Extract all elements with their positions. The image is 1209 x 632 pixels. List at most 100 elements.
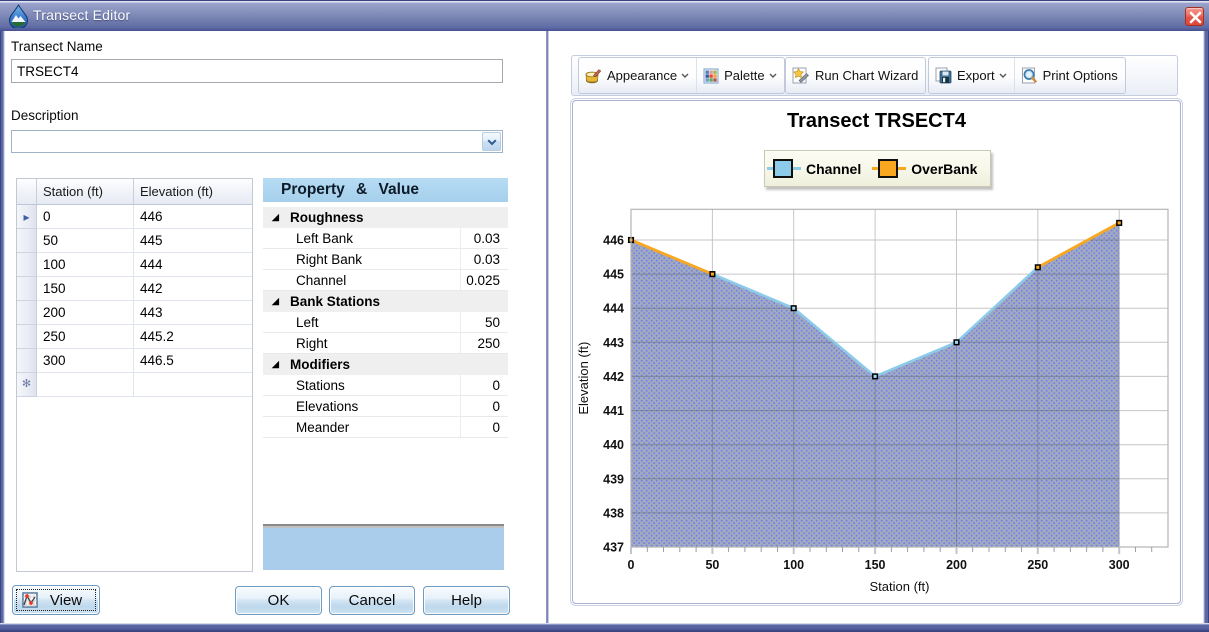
print-options-button[interactable]: Print Options [1013, 58, 1125, 93]
station-cell[interactable] [37, 373, 134, 397]
station-cell[interactable]: 0 [37, 205, 134, 229]
property-value[interactable]: 0 [460, 417, 508, 437]
description-combobox[interactable] [11, 130, 503, 153]
cancel-button-label: Cancel [348, 592, 396, 609]
row-selector[interactable]: ▸ [17, 205, 37, 229]
run-chart-wizard-button-label: Run Chart Wizard [815, 68, 919, 83]
y-axis-title: Elevation (ft) [576, 342, 591, 415]
elevation-cell[interactable]: 443 [134, 301, 252, 325]
row-selector[interactable] [17, 253, 37, 277]
property-name: Meander [296, 419, 350, 435]
station-cell[interactable]: 300 [37, 349, 134, 373]
property-value[interactable]: 0.03 [460, 228, 508, 248]
data-point-marker [1116, 219, 1123, 226]
title-bar: Transect Editor [0, 0, 1209, 31]
property-name: Stations [296, 377, 345, 393]
row-selector[interactable] [17, 229, 37, 253]
ok-button[interactable]: OK [235, 586, 322, 615]
y-tick-label: 446 [603, 234, 624, 248]
property-value[interactable]: 0 [460, 396, 508, 416]
x-tick-label: 0 [628, 558, 635, 572]
description-dropdown-button[interactable] [482, 132, 501, 151]
x-tick-label: 150 [865, 558, 886, 572]
window-border-bottom [0, 623, 1209, 632]
transect-name-input[interactable] [11, 59, 503, 83]
plot-svg: 0 50 100 150 200 250 300 437 438 439 440 441 442 443 4… [576, 208, 1169, 594]
property-value[interactable]: 0.03 [460, 249, 508, 269]
property-grid-description-area [263, 528, 504, 570]
elevation-cell[interactable]: 442 [134, 277, 252, 301]
property-name: Channel [296, 272, 347, 288]
station-cell[interactable]: 50 [37, 229, 134, 253]
station-cell[interactable]: 200 [37, 301, 134, 325]
app-icon [8, 4, 29, 28]
group-expander-icon[interactable]: ◢ [272, 359, 279, 369]
group-expander-icon[interactable]: ◢ [272, 212, 279, 222]
elevation-cell[interactable]: 445.2 [134, 325, 252, 349]
palette-button-label: Palette [724, 68, 765, 83]
property-value[interactable]: 250 [460, 333, 508, 353]
close-button[interactable] [1185, 7, 1204, 26]
row-selector[interactable]: ✻ [17, 373, 37, 397]
help-button[interactable]: Help [423, 586, 510, 615]
group-expander-icon[interactable]: ◢ [272, 296, 279, 306]
y-tick-label: 443 [603, 336, 624, 350]
row-selector[interactable] [17, 277, 37, 301]
run-chart-wizard-button[interactable]: Run Chart Wizard [786, 58, 925, 93]
table-header-elevation[interactable]: Elevation (ft) [134, 179, 252, 205]
chevron-down-icon [681, 73, 689, 78]
property-group-row[interactable]: ◢ Bank Stations [263, 291, 508, 312]
property-grid-rows: ◢ Roughness Left Bank 0.03 Right Bank 0.03 Cha… [263, 207, 508, 438]
property-grid-header: Property & Value [263, 178, 508, 202]
x-tick-label: 300 [1109, 558, 1130, 572]
row-selector[interactable] [17, 325, 37, 349]
property-group-label: Roughness [290, 210, 364, 225]
cancel-button[interactable]: Cancel [329, 586, 415, 615]
elevation-cell[interactable]: 446 [134, 205, 252, 229]
legend-item-channel: Channel [765, 159, 861, 178]
print-preview-icon [1021, 67, 1037, 84]
property-value[interactable]: 0.025 [460, 270, 508, 290]
elevation-cell[interactable]: 444 [134, 253, 252, 277]
elevation-cell[interactable]: 445 [134, 229, 252, 253]
toolbar-group-export: Export Print Options [928, 57, 1126, 94]
elevation-cell[interactable] [134, 373, 252, 397]
station-cell[interactable]: 100 [37, 253, 134, 277]
property-value[interactable]: 0 [460, 375, 508, 395]
view-button[interactable]: View [12, 585, 100, 615]
toolbar-group-wizard: Run Chart Wizard [785, 57, 927, 94]
property-name: Left [296, 314, 319, 330]
row-selector[interactable] [17, 349, 37, 373]
print-options-button-label: Print Options [1042, 68, 1118, 83]
y-tick-label: 445 [603, 268, 624, 282]
chevron-down-icon [999, 73, 1007, 78]
property-value[interactable]: 50 [460, 312, 508, 332]
row-selector[interactable] [17, 301, 37, 325]
station-cell[interactable]: 250 [37, 325, 134, 349]
property-group-row[interactable]: ◢ Modifiers [263, 354, 508, 375]
property-grid-splitter[interactable] [263, 524, 504, 528]
overbank-line [1037, 221, 1120, 269]
property-group-label: Bank Stations [290, 294, 381, 309]
property-group-label: Modifiers [290, 357, 351, 372]
window-border-right [1203, 31, 1209, 624]
overbank-swatch-icon [878, 159, 899, 178]
elevation-cell[interactable]: 446.5 [134, 349, 252, 373]
table-new-row: ✻ [17, 373, 252, 397]
table-row: 300 446.5 [17, 349, 252, 373]
chart-panel: Transect TRSECT4 Channel OverBank 0 50 100… [572, 100, 1181, 604]
window-border-left [0, 31, 5, 624]
overbank-line [630, 238, 713, 276]
view-button-label: View [49, 591, 83, 609]
palette-button[interactable]: Palette [696, 58, 783, 93]
station-cell[interactable]: 150 [37, 277, 134, 301]
property-group-row[interactable]: ◢ Roughness [263, 207, 508, 228]
property-row: Right Bank 0.03 [263, 249, 508, 270]
export-button[interactable]: Export [929, 58, 1014, 93]
y-tick-label: 438 [603, 506, 624, 520]
x-tick-label: 100 [783, 558, 804, 572]
data-point-marker [790, 305, 797, 312]
appearance-button[interactable]: Appearance [579, 58, 696, 93]
table-header-station[interactable]: Station (ft) [37, 179, 134, 205]
x-tick-label: 200 [946, 558, 967, 572]
